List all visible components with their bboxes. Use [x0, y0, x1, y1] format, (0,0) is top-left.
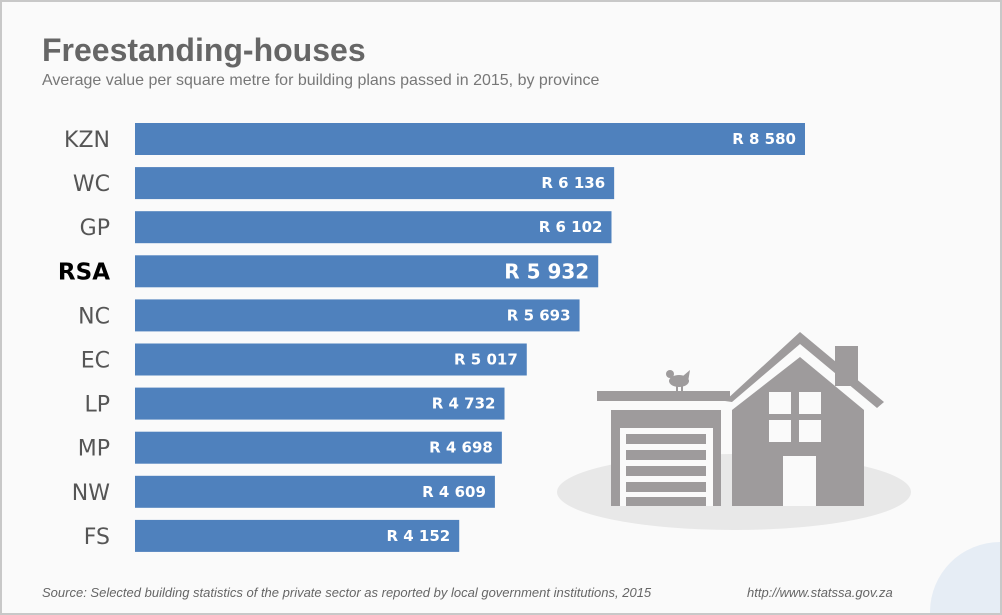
bar-ec [135, 343, 527, 376]
bar-kzn [135, 123, 805, 155]
house-with-garage-icon [557, 332, 911, 530]
category-label: NW [72, 481, 110, 506]
data-label: R 4 609 [422, 483, 486, 501]
source-note: Source: Selected building statistics of … [42, 585, 652, 600]
bar-rsa [135, 255, 599, 288]
bar-mp [135, 431, 502, 464]
data-label: R 5 693 [507, 306, 571, 324]
category-label: LP [84, 393, 110, 418]
data-label: R 6 136 [541, 174, 605, 192]
bar-chart: KZN R 8 580 WC R 6 136 GP R 6 102 RSA R 5 932 NC… [58, 123, 805, 552]
data-label: R 8 580 [732, 130, 796, 148]
category-label: KZN [64, 128, 110, 153]
category-label: FS [84, 525, 110, 550]
data-label: R 4 698 [429, 439, 493, 457]
data-label: R 6 102 [539, 218, 603, 236]
bar-lp [135, 387, 505, 420]
data-label: R 5 017 [454, 351, 518, 369]
chart-subtitle: Average value per square metre for build… [42, 72, 600, 89]
data-label: R 4 732 [432, 395, 496, 413]
category-label: WC [73, 172, 110, 197]
data-label: R 4 152 [386, 527, 450, 545]
category-label: NC [78, 304, 110, 329]
data-label: R 5 932 [504, 259, 589, 283]
bar-fs [135, 519, 460, 552]
chart-title: Freestanding-houses [42, 32, 366, 68]
bar-nw [135, 475, 495, 508]
category-label: MP [78, 437, 110, 462]
bar-nc [135, 299, 580, 332]
bar-gp [135, 211, 612, 244]
chicken-icon [666, 370, 690, 391]
category-label: RSA [58, 259, 110, 285]
bar-wc [135, 167, 615, 200]
category-label: EC [81, 349, 110, 374]
source-url: http://www.statssa.gov.za [747, 585, 893, 600]
category-label: GP [80, 216, 110, 241]
